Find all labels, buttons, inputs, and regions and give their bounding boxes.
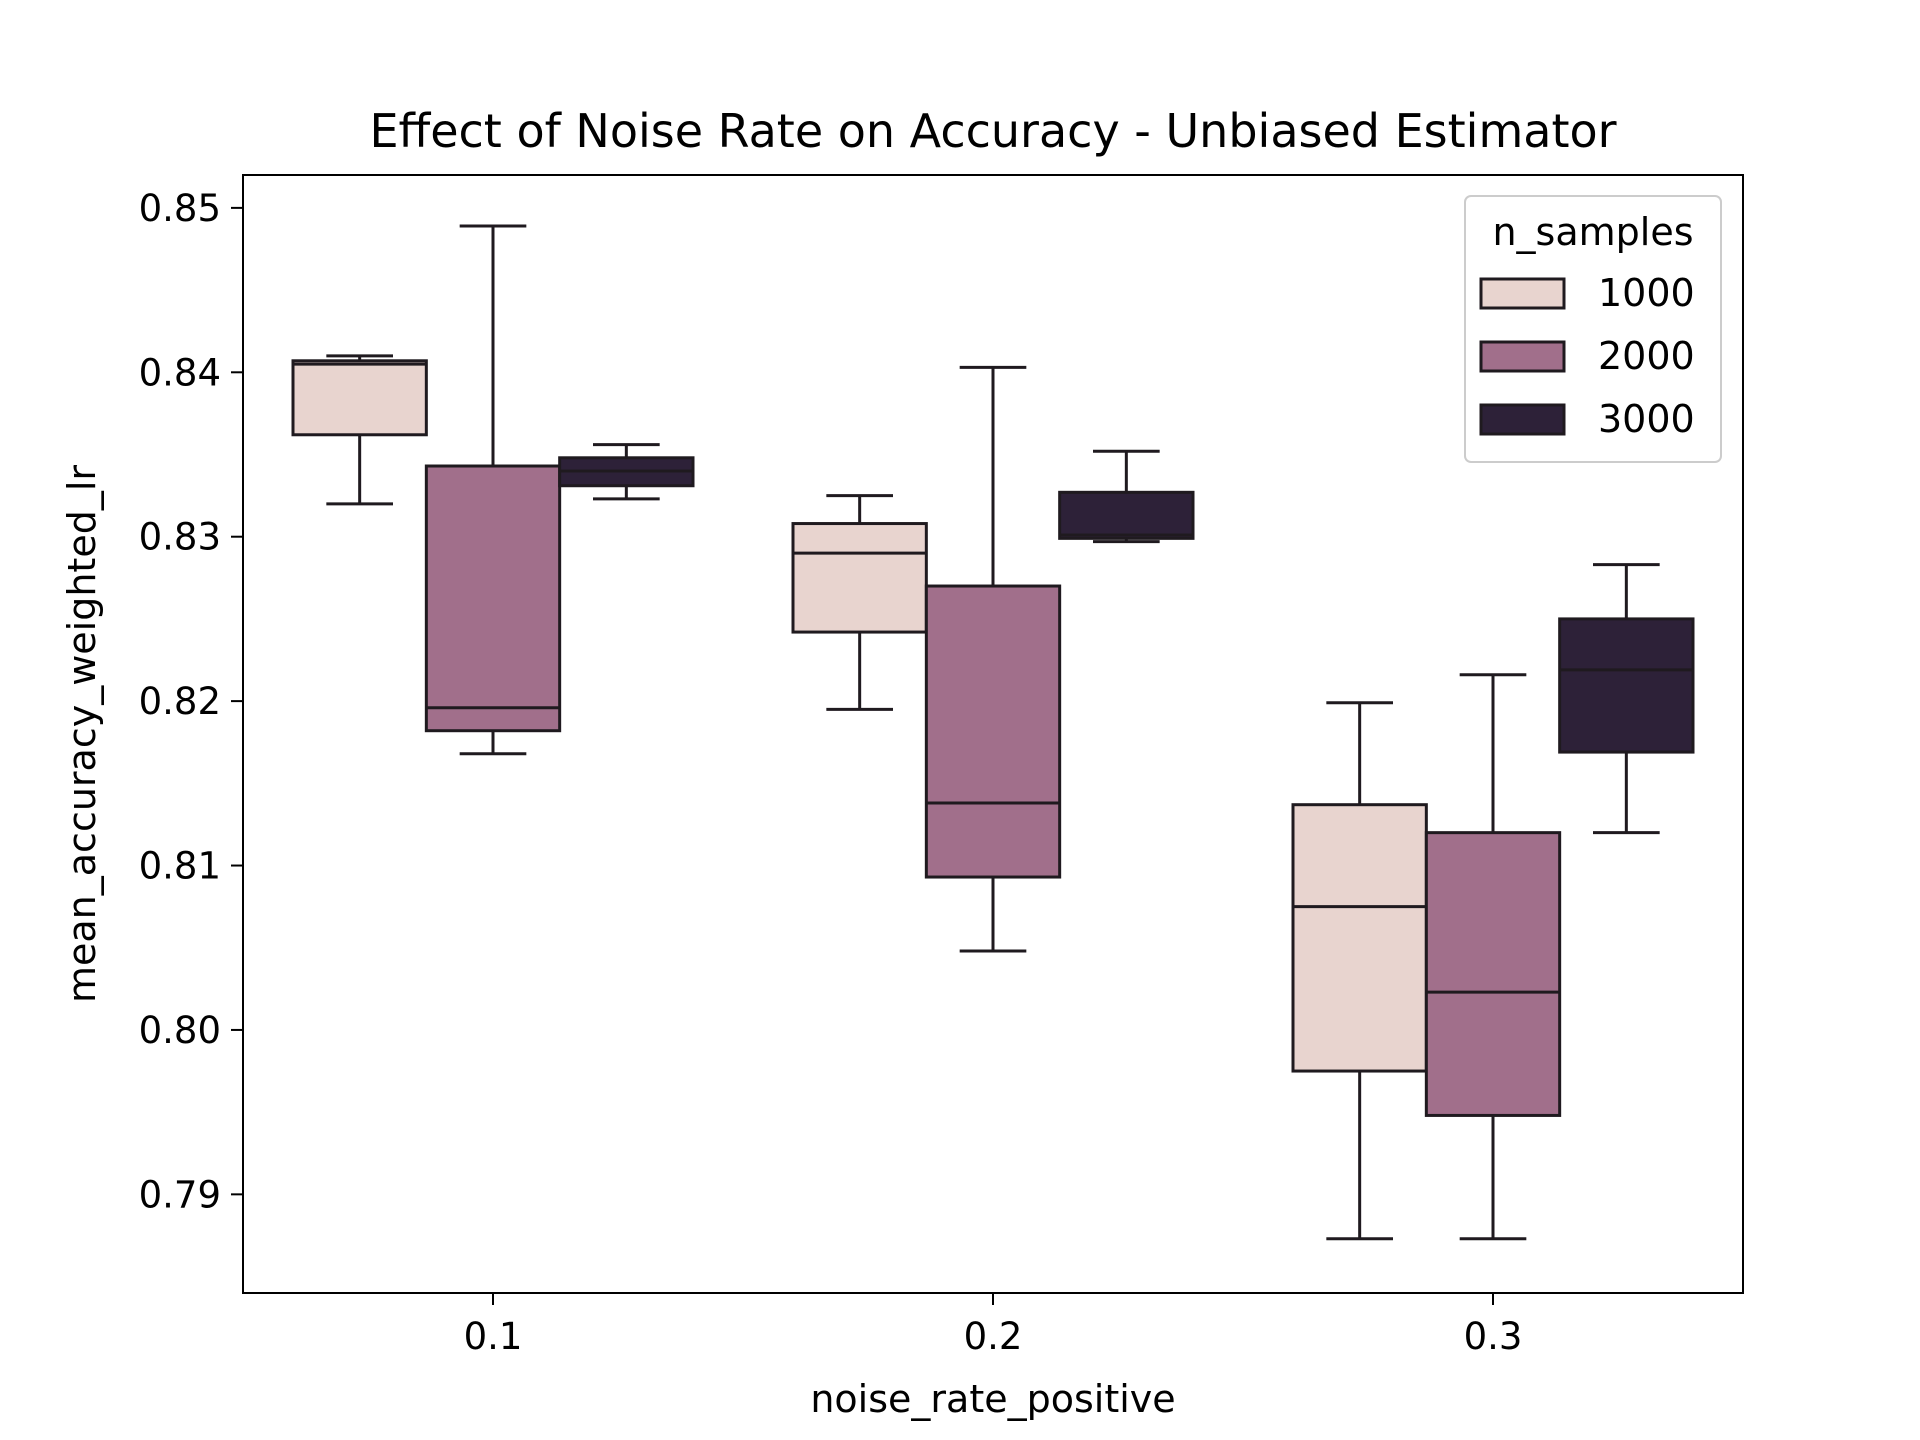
- legend-swatch: [1479, 403, 1566, 436]
- y-tick-label: 0.85: [139, 187, 221, 230]
- x-tick-label: 0.3: [1464, 1315, 1523, 1358]
- legend-swatch: [1479, 277, 1566, 310]
- x-tick-label: 0.2: [964, 1315, 1023, 1358]
- box-2000-0.3: [1424, 673, 1562, 1241]
- legend-label: 1000: [1598, 271, 1695, 315]
- legend-frame: [1464, 195, 1722, 463]
- box-body: [291, 359, 428, 437]
- legend-item-3000: 3000: [1479, 397, 1695, 441]
- box-1000-0.2: [791, 494, 928, 711]
- legend-item-2000: 2000: [1479, 334, 1695, 378]
- box-body: [791, 522, 928, 634]
- box-body: [1424, 831, 1562, 1117]
- y-axis-label: mean_accuracy_weighted_lr: [60, 465, 104, 1003]
- x-axis: 0.1 0.2 0.3: [464, 1293, 1523, 1358]
- x-axis-label: noise_rate_positive: [810, 1377, 1175, 1421]
- legend-swatch: [1479, 340, 1566, 373]
- box-body: [1058, 490, 1195, 540]
- box-3000-0.1: [558, 443, 695, 501]
- x-tick-label: 0.1: [464, 1315, 523, 1358]
- y-tick-label: 0.81: [139, 845, 221, 888]
- box-body: [1558, 617, 1695, 754]
- legend-item-1000: 1000: [1479, 271, 1695, 315]
- box-2000-0.1: [424, 224, 562, 756]
- box-2000-0.2: [924, 365, 1062, 953]
- legend-label: 3000: [1598, 397, 1695, 441]
- y-tick-label: 0.83: [139, 516, 221, 559]
- box-3000-0.3: [1558, 563, 1695, 835]
- y-axis: 0.79 0.80 0.81 0.82 0.83 0.84 0.85: [139, 187, 243, 1216]
- legend-title: n_samples: [1492, 210, 1693, 254]
- legend-entries: 1000 2000 3000: [1479, 271, 1695, 441]
- boxes-layer: [291, 224, 1695, 1241]
- legend-label: 2000: [1598, 334, 1695, 378]
- y-tick-label: 0.80: [139, 1009, 221, 1052]
- y-tick-label: 0.79: [139, 1173, 221, 1216]
- legend: n_samples 1000 2000 3000: [1464, 195, 1722, 463]
- box-body: [1291, 803, 1428, 1073]
- box-3000-0.2: [1058, 449, 1195, 544]
- chart-title: Effect of Noise Rate on Accuracy - Unbia…: [369, 104, 1616, 158]
- y-tick-label: 0.84: [139, 351, 221, 394]
- box-1000-0.1: [291, 354, 428, 506]
- box-body: [424, 464, 562, 733]
- box-body: [924, 584, 1062, 879]
- box-1000-0.3: [1291, 701, 1428, 1241]
- y-tick-label: 0.82: [139, 680, 221, 723]
